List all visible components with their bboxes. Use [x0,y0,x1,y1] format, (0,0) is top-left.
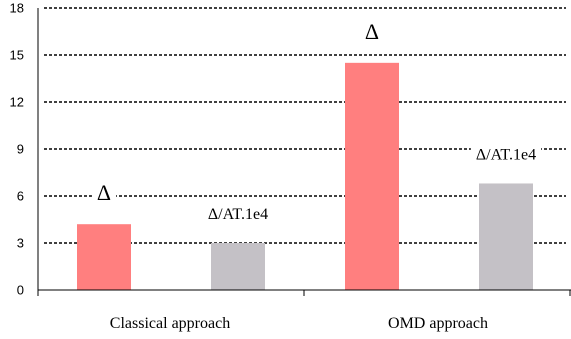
data-label-delta-omd: Δ [365,19,379,44]
y-tick-label-3: 3 [17,236,24,251]
y-tick-label-0: 0 [17,283,24,298]
bar-series0-category1 [345,62,399,291]
y-tick-labels: 0 3 6 9 12 15 18 [10,1,24,298]
data-label-ratio-classical: Δ/AT.1e4 [208,206,268,223]
category-label-classical: Classical approach [110,315,230,332]
data-labels: Δ Δ Δ/AT.1e4 Δ/AT.1e4 [91,16,542,225]
data-label-background [91,178,117,208]
y-tick-label-15: 15 [10,48,24,63]
data-label-background [202,204,274,225]
bars [77,62,533,291]
bar-series1-category0 [211,243,265,290]
category-labels: Classical approach OMD approach [110,315,488,332]
axes [37,8,571,296]
data-label-ratio-omd: Δ/AT.1e4 [476,146,536,163]
data-label-background [359,16,385,46]
y-tick-label-9: 9 [17,142,24,157]
data-label-background [470,144,542,166]
data-label-delta-classical: Δ [97,180,111,205]
y-tick-label-12: 12 [10,95,24,110]
category-label-omd: OMD approach [388,315,488,332]
bar-series0-category0 [77,224,131,290]
bar-series1-category1 [479,183,533,290]
y-tick-label-18: 18 [10,1,24,16]
y-tick-label-6: 6 [17,189,24,204]
